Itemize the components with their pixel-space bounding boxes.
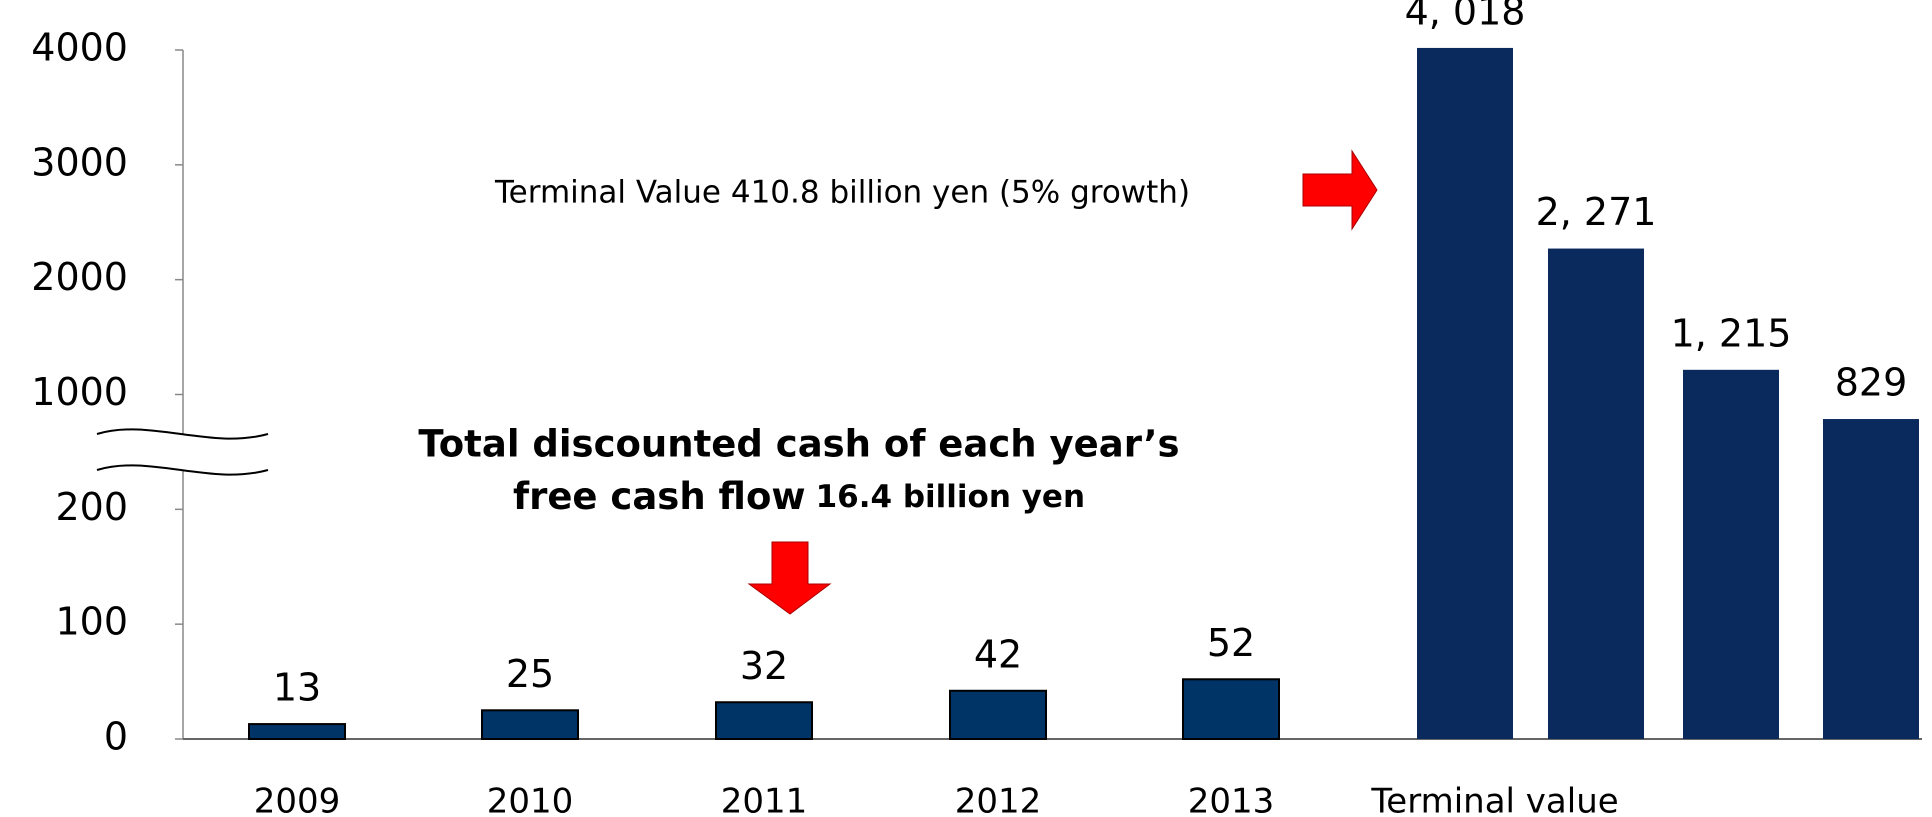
- value-label: 2, 271: [1536, 190, 1657, 234]
- bar: [1417, 47, 1513, 740]
- x-tick-label: 2010: [487, 782, 574, 817]
- y-tick-label: 2000: [31, 255, 128, 299]
- bar: [949, 689, 1047, 741]
- value-label: 25: [506, 652, 554, 696]
- bar: [715, 701, 813, 741]
- axis-break: [96, 428, 269, 440]
- y-tick-label: 200: [55, 485, 128, 529]
- x-tick-label: Terminal value: [1370, 782, 1618, 817]
- value-label: 1, 215: [1671, 311, 1792, 355]
- bar: [1683, 369, 1779, 739]
- bar: [481, 709, 579, 741]
- x-tick-label: 2013: [1188, 782, 1275, 817]
- annotation-part: free cash flow: [513, 475, 806, 518]
- x-tick-label: 2011: [721, 782, 808, 817]
- y-tick-label: 4000: [31, 26, 128, 70]
- bar: [1823, 419, 1919, 739]
- value-label: 52: [1207, 621, 1255, 665]
- annotation: free cash flow 16.4 billion yen: [513, 475, 1085, 518]
- value-label: 42: [974, 632, 1022, 676]
- value-label: 4, 018: [1405, 0, 1526, 33]
- axis-break: [96, 464, 269, 476]
- annotation: Total discounted cash of each year’s: [418, 423, 1179, 466]
- y-tick-label: 100: [55, 600, 128, 644]
- arrow: [1302, 149, 1378, 231]
- annotation-part: 16.4 billion yen: [816, 479, 1085, 515]
- y-tick-label: 1000: [31, 370, 128, 414]
- annotation: Terminal Value 410.8 billion yen (5% gro…: [494, 175, 1190, 211]
- bar: [1548, 248, 1644, 740]
- x-tick-label: 2012: [955, 782, 1042, 817]
- y-tick-label: 3000: [31, 140, 128, 184]
- bar: [1182, 678, 1280, 741]
- value-label: 829: [1835, 361, 1908, 405]
- x-tick-label: 2009: [254, 782, 341, 817]
- value-label: 13: [273, 666, 321, 710]
- bar: [248, 723, 346, 740]
- arrow: [747, 541, 832, 615]
- y-tick-label: 0: [104, 715, 128, 759]
- axis-break-gap: [97, 429, 268, 475]
- value-label: 32: [740, 644, 788, 688]
